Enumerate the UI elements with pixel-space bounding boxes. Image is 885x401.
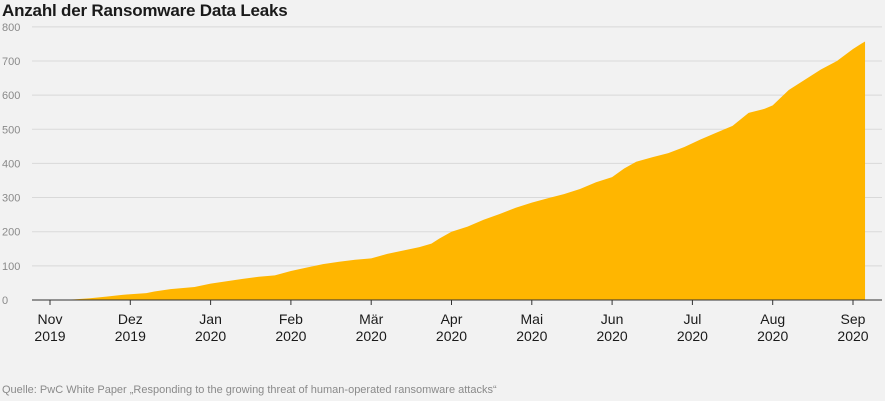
y-tick-label: 600 <box>2 90 20 102</box>
x-axis: Nov 2019 Dez 2019 Jan 2020 Feb 2020 Mär 2020 Apr 20… <box>32 299 882 344</box>
y-tick-label: 100 <box>2 261 20 273</box>
x-tick-label: Jun 2020 <box>597 311 628 344</box>
y-tick-label: 0 <box>2 295 8 307</box>
y-tick-label: 300 <box>2 193 20 205</box>
source-note: Quelle: PwC White Paper „Responding to t… <box>2 384 497 396</box>
x-tick-label: Aug 2020 <box>757 311 788 344</box>
x-tick-label: Jul 2020 <box>677 311 708 344</box>
x-tick-label: Jan 2020 <box>195 311 226 344</box>
y-tick-label: 800 <box>2 22 20 34</box>
y-tick-label: 500 <box>2 124 20 136</box>
x-tick-label: Sep 2020 <box>837 311 868 344</box>
chart-title: Anzahl der Ransomware Data Leaks <box>2 1 288 20</box>
x-tick-label: Mär 2020 <box>356 311 387 344</box>
y-tick-label: 400 <box>2 158 20 170</box>
x-tick-label: Feb 2020 <box>275 311 306 344</box>
area-fill <box>58 41 866 300</box>
area-series <box>58 41 866 300</box>
x-tick-label: Mai 2020 <box>516 311 547 344</box>
x-tick-label: Dez 2019 <box>115 311 146 344</box>
x-tick-label: Nov 2019 <box>34 311 65 344</box>
x-tick-label: Apr 2020 <box>436 311 467 344</box>
y-tick-label: 700 <box>2 56 20 68</box>
y-tick-label: 200 <box>2 227 20 239</box>
y-axis: 0 100 200 300 400 500 600 700 800 <box>2 22 20 307</box>
